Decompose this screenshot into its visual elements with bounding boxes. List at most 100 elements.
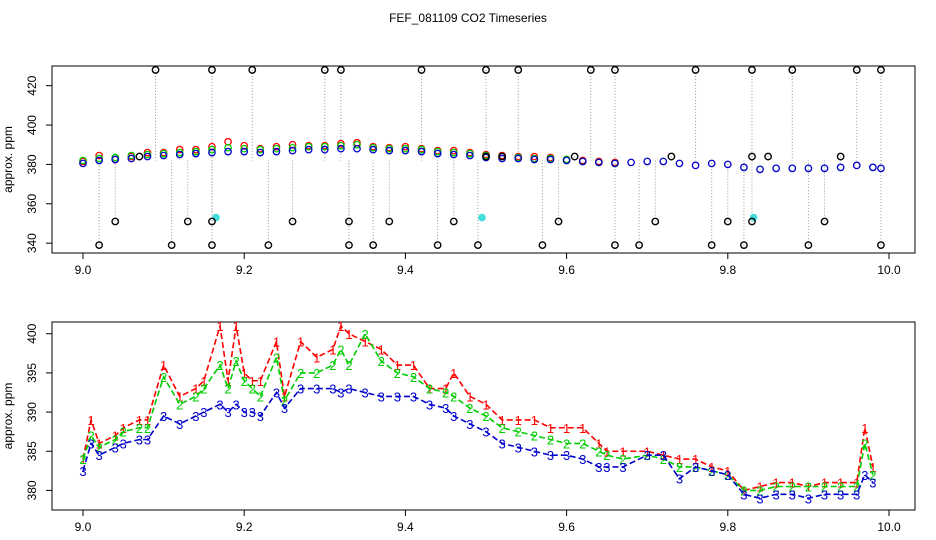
series-2-label: 2 bbox=[515, 425, 522, 440]
series-3-label: 3 bbox=[708, 464, 715, 479]
series-3-label: 3 bbox=[692, 460, 699, 475]
series-2-label: 2 bbox=[789, 480, 796, 495]
series-1-label: 1 bbox=[233, 319, 240, 334]
series-1-label: 1 bbox=[329, 342, 336, 357]
outlier-point bbox=[337, 66, 345, 74]
series-3-label: 3 bbox=[579, 452, 586, 467]
series-3-label: 3 bbox=[563, 448, 570, 463]
outlier-point bbox=[345, 217, 353, 226]
outlier-point bbox=[498, 152, 507, 161]
series-3-label: 3 bbox=[853, 487, 860, 502]
outlier-point bbox=[449, 217, 458, 226]
outlier-point bbox=[764, 152, 772, 161]
series-3-point bbox=[514, 154, 523, 163]
series-2-label: 2 bbox=[329, 358, 336, 373]
outlier-point bbox=[554, 217, 563, 226]
top-panel: 9.0 9.2 9.4 9.6 9.8 10.0 340 360 380 400 420 approx… bbox=[1, 65, 916, 277]
series-1-label: 1 bbox=[87, 413, 94, 428]
series-3-label: 3 bbox=[660, 448, 667, 463]
series-1-label: 1 bbox=[192, 382, 199, 397]
series-1-label: 1 bbox=[337, 319, 344, 334]
series-2-label: 2 bbox=[482, 409, 489, 424]
series-3-point bbox=[740, 163, 748, 172]
series-cyan-point bbox=[212, 213, 220, 222]
series-1-label: 1 bbox=[482, 397, 489, 412]
series-3-point bbox=[79, 159, 87, 168]
series-3-label: 3 bbox=[531, 444, 538, 459]
series-1-label: 1 bbox=[160, 358, 167, 373]
x-tick-label: 10.0 bbox=[877, 263, 901, 277]
series-3-point bbox=[643, 157, 652, 166]
series-2-label: 2 bbox=[337, 342, 344, 357]
series-3-label: 3 bbox=[499, 436, 506, 451]
series-2-point bbox=[79, 156, 87, 165]
series-1-label: 1 bbox=[660, 448, 667, 463]
series-3-label: 3 bbox=[644, 448, 651, 463]
y-tick-label: 380 bbox=[25, 480, 39, 500]
series-2-point bbox=[353, 140, 361, 149]
series-3-label: 3 bbox=[241, 405, 248, 420]
series-2-label: 2 bbox=[176, 397, 183, 412]
series-3-point bbox=[836, 163, 845, 172]
series-1-label: 1 bbox=[394, 358, 401, 373]
series-3-point bbox=[337, 144, 345, 153]
x-tick-label: 9.6 bbox=[558, 520, 575, 534]
series-3-point bbox=[143, 152, 152, 161]
series-2-label: 2 bbox=[345, 358, 352, 373]
x-tick-label: 10.0 bbox=[877, 520, 901, 534]
series-3-label: 3 bbox=[676, 472, 683, 487]
series-1-label: 1 bbox=[442, 382, 449, 397]
series-3-point bbox=[756, 165, 764, 174]
series-3-label: 3 bbox=[869, 476, 876, 491]
series-3-label: 3 bbox=[176, 417, 183, 432]
series-3-label: 3 bbox=[773, 487, 780, 502]
series-1-label: 1 bbox=[345, 327, 352, 342]
y-tick-label: 420 bbox=[25, 75, 39, 95]
series-3-point bbox=[369, 145, 378, 154]
series-2-label: 2 bbox=[96, 440, 103, 455]
series-2-label: 2 bbox=[676, 460, 683, 475]
figure-title: FEF_081109 CO2 Timeseries bbox=[389, 11, 547, 25]
series-1-label: 1 bbox=[644, 444, 651, 459]
series-3-label: 3 bbox=[200, 405, 207, 420]
outlier-point bbox=[417, 66, 426, 74]
series-1-label: 1 bbox=[450, 366, 457, 381]
series-3-label: 3 bbox=[724, 468, 731, 483]
series-3-label: 3 bbox=[216, 397, 223, 412]
series-2-label: 2 bbox=[837, 480, 844, 495]
series-3-label: 3 bbox=[410, 389, 417, 404]
series-3-label: 3 bbox=[281, 401, 288, 416]
outlier-point bbox=[667, 152, 676, 161]
series-2-label: 2 bbox=[281, 393, 288, 408]
series-2-label: 2 bbox=[200, 382, 207, 397]
series-3-point bbox=[804, 164, 813, 173]
series-1-label: 1 bbox=[708, 460, 715, 475]
series-2-point bbox=[240, 144, 249, 153]
outlier-point bbox=[538, 241, 547, 250]
series-1-line bbox=[82, 324, 874, 492]
series-2-point bbox=[224, 143, 232, 152]
series-2-label: 2 bbox=[603, 448, 610, 463]
series-3-point bbox=[224, 147, 232, 156]
outlier-point bbox=[248, 66, 257, 74]
series-1-label: 1 bbox=[112, 429, 119, 444]
outlier-point bbox=[804, 241, 813, 250]
x-tick-label: 9.8 bbox=[719, 520, 736, 534]
series-2-label: 2 bbox=[442, 386, 449, 401]
series-2-label: 2 bbox=[120, 425, 127, 440]
y-tick-label: 380 bbox=[25, 154, 39, 174]
series-1-label: 1 bbox=[257, 374, 264, 389]
series-1-label: 1 bbox=[619, 444, 626, 459]
series-1-label: 1 bbox=[466, 389, 473, 404]
outlier-point bbox=[135, 152, 144, 161]
series-1-label: 1 bbox=[861, 421, 868, 436]
series-3-point bbox=[320, 145, 329, 154]
outlier-point bbox=[651, 217, 660, 226]
x-tick-label: 9.0 bbox=[75, 520, 92, 534]
y-tick-label: 395 bbox=[25, 363, 39, 383]
series-3-label: 3 bbox=[378, 389, 385, 404]
outlier-point bbox=[433, 241, 442, 250]
series-2-label: 2 bbox=[861, 436, 868, 451]
series-1-point bbox=[95, 151, 103, 160]
series-2-label: 2 bbox=[869, 468, 876, 483]
